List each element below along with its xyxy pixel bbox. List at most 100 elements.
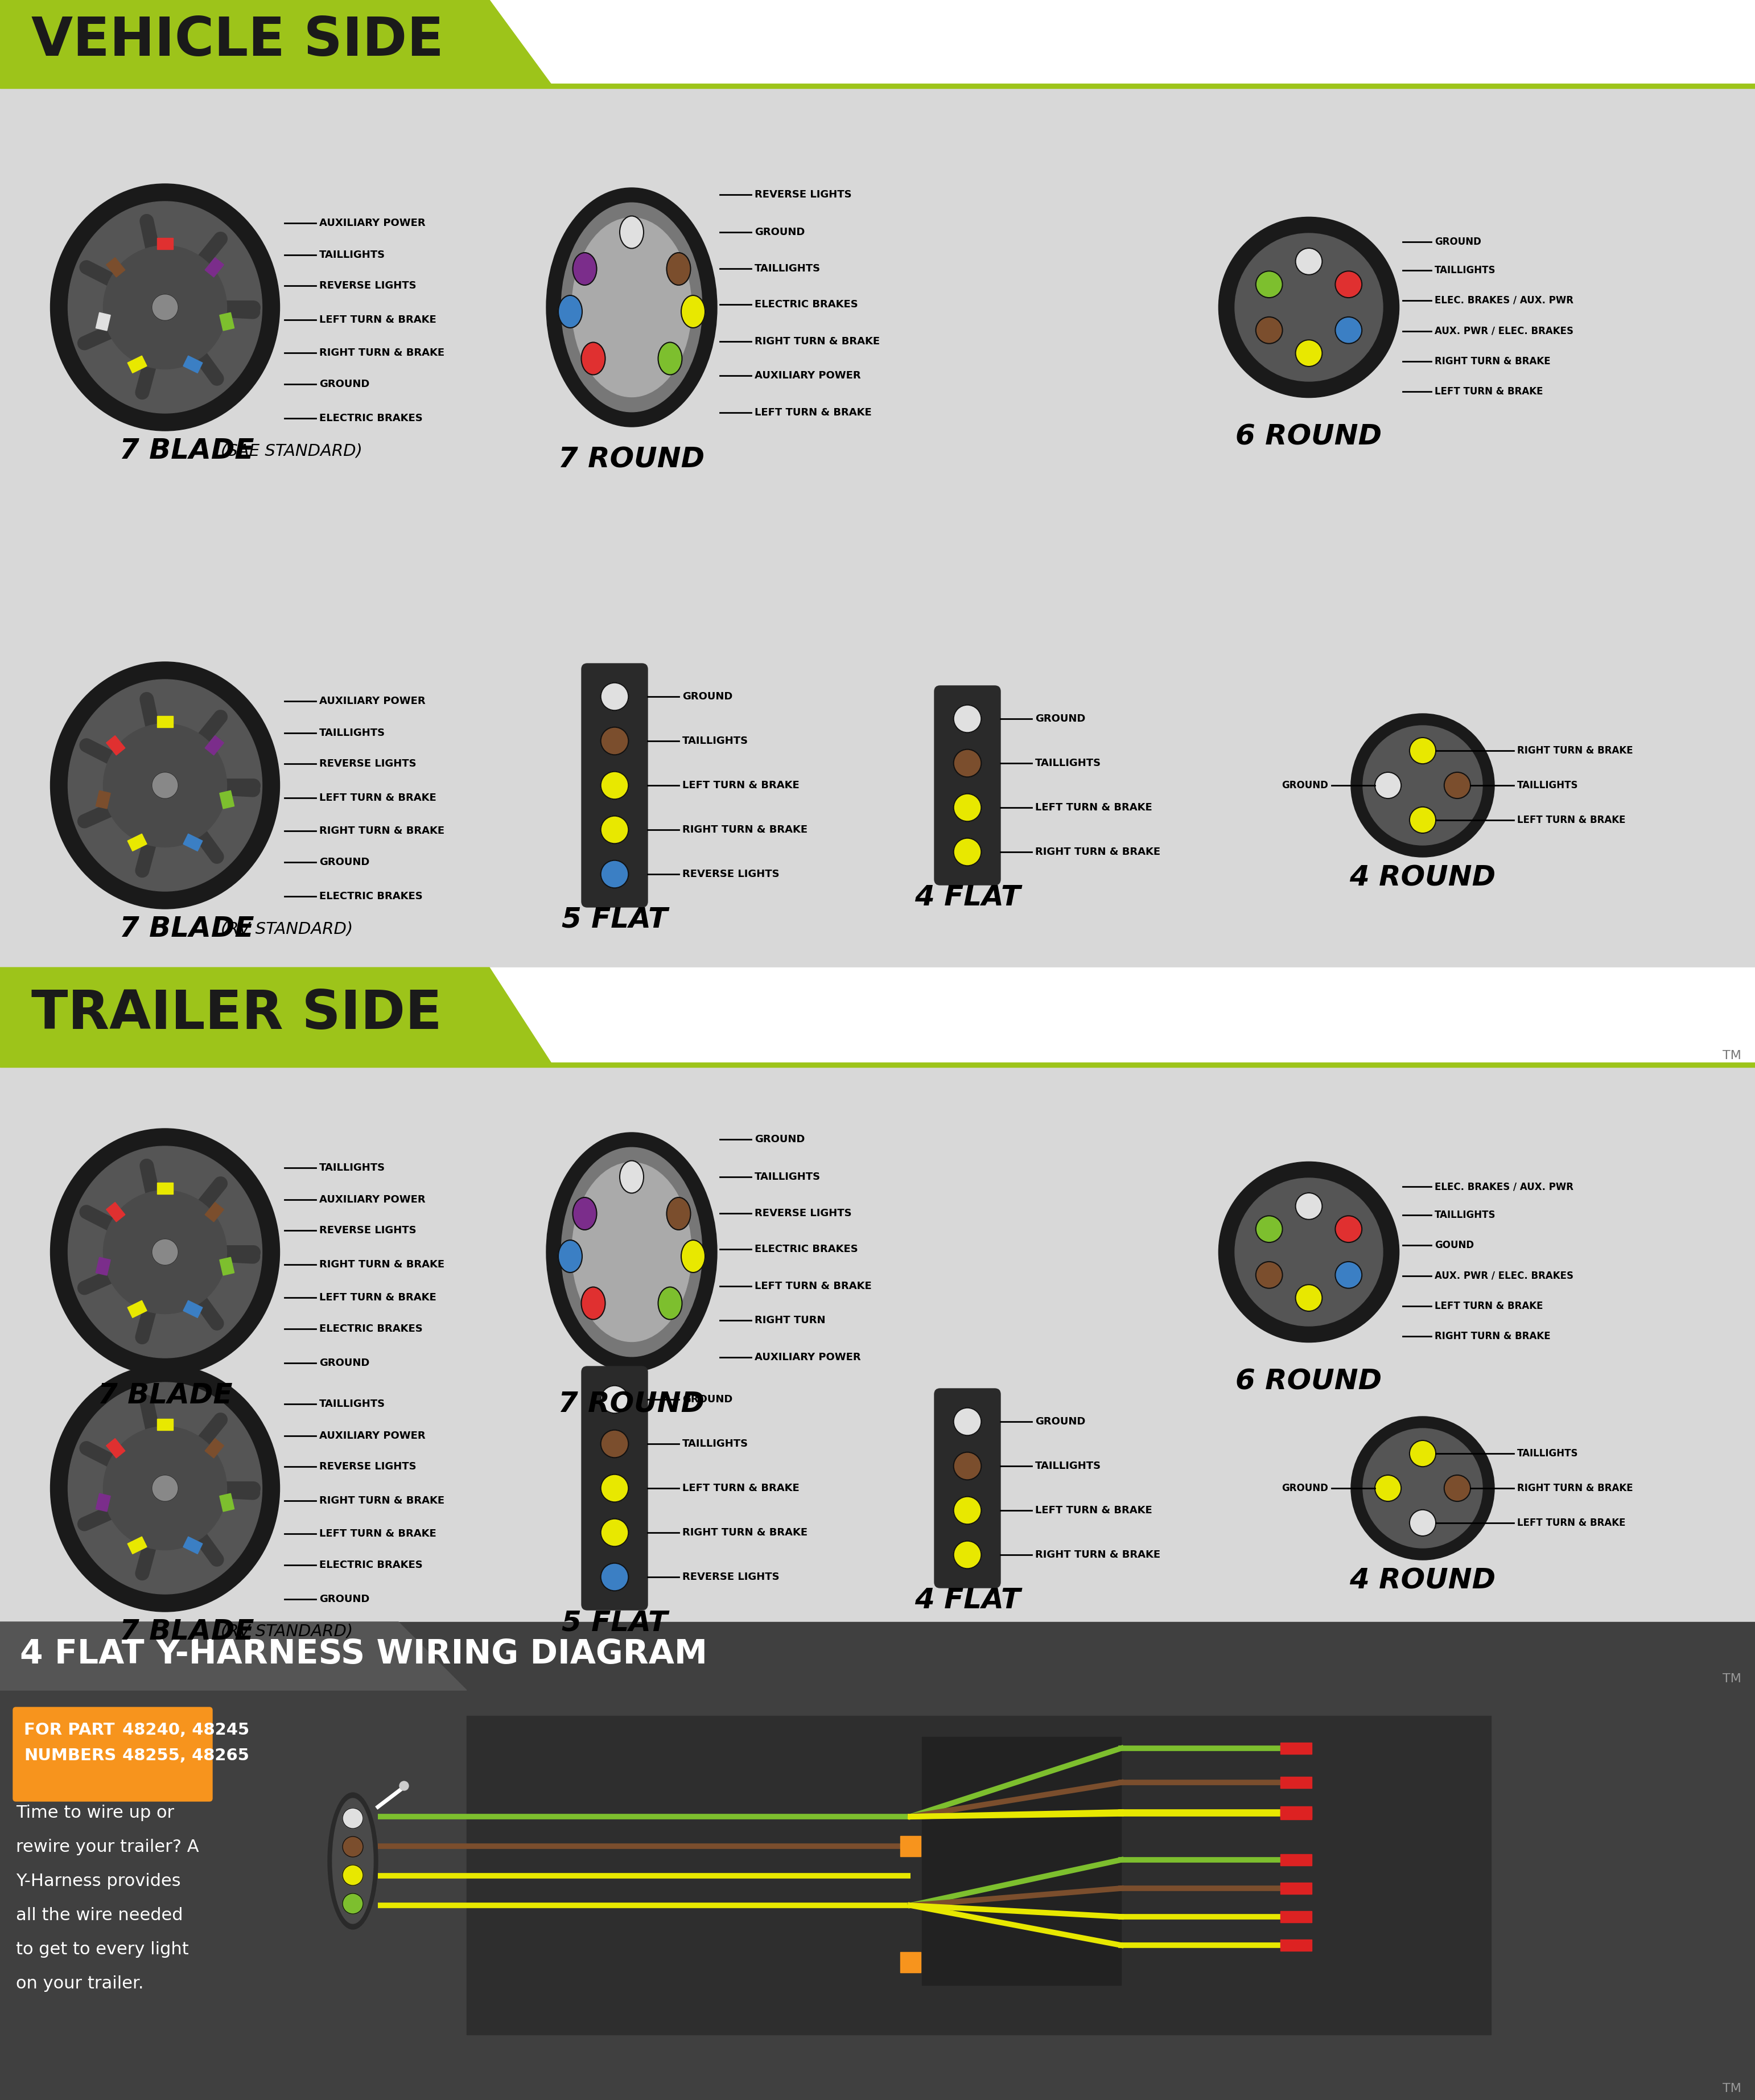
Text: TAILLIGHTS: TAILLIGHTS [1035,1462,1100,1472]
Text: TAILLIGHTS: TAILLIGHTS [755,1172,821,1182]
Bar [1281,1743,1311,1753]
Text: 6 ROUND: 6 ROUND [1236,1367,1381,1394]
Text: ELECTRIC BRAKES: ELECTRIC BRAKES [319,414,423,424]
Bar [183,1537,202,1554]
Text: REVERSE LIGHTS: REVERSE LIGHTS [755,1208,851,1218]
Bar [1281,1806,1311,1819]
Text: AUXILIARY POWER: AUXILIARY POWER [755,1352,860,1363]
Ellipse shape [667,252,690,286]
Text: RIGHT TURN & BRAKE: RIGHT TURN & BRAKE [683,1527,807,1537]
Circle shape [600,727,628,754]
Text: 6 ROUND: 6 ROUND [1236,424,1381,451]
Text: LEFT TURN & BRAKE: LEFT TURN & BRAKE [1516,815,1625,825]
Text: LEFT TURN & BRAKE: LEFT TURN & BRAKE [1035,802,1153,813]
Text: GROUND: GROUND [683,1394,732,1405]
Text: LEFT TURN & BRAKE: LEFT TURN & BRAKE [319,794,437,802]
Bar [107,1203,125,1222]
Text: ELEC. BRAKES / AUX. PWR: ELEC. BRAKES / AUX. PWR [1434,296,1574,307]
Circle shape [151,773,179,798]
Circle shape [953,750,981,777]
Text: 4 ROUND: 4 ROUND [1350,1567,1495,1594]
Text: GROUND: GROUND [1281,1483,1329,1493]
Bar [900,1835,921,1856]
Circle shape [1374,773,1400,798]
Circle shape [600,682,628,710]
Text: ELECTRIC BRAKES: ELECTRIC BRAKES [755,1243,858,1254]
Circle shape [600,1518,628,1546]
Text: on your trailer.: on your trailer. [16,1976,144,1991]
Text: LEFT TURN & BRAKE: LEFT TURN & BRAKE [1516,1518,1625,1529]
Text: 4 FLAT Y-HARNESS WIRING DIAGRAM: 4 FLAT Y-HARNESS WIRING DIAGRAM [19,1638,707,1672]
Text: 4 FLAT: 4 FLAT [914,1588,1020,1615]
Ellipse shape [581,1287,605,1319]
Text: RIGHT TURN & BRAKE: RIGHT TURN & BRAKE [1434,1331,1550,1342]
Circle shape [1374,1474,1400,1502]
Text: TAILLIGHTS: TAILLIGHTS [319,1399,386,1409]
Bar [183,834,202,850]
Circle shape [953,794,981,821]
Circle shape [953,1541,981,1569]
Bar [156,716,174,727]
Text: ELECTRIC BRAKES: ELECTRIC BRAKES [319,890,423,901]
Ellipse shape [104,724,226,846]
Text: ELEC. BRAKES / AUX. PWR: ELEC. BRAKES / AUX. PWR [1434,1182,1574,1191]
Text: ELECTRIC BRAKES: ELECTRIC BRAKES [755,300,858,309]
Text: AUX. PWR / ELEC. BRAKES: AUX. PWR / ELEC. BRAKES [1434,326,1574,336]
Ellipse shape [51,185,279,430]
Text: ELECTRIC BRAKES: ELECTRIC BRAKES [319,1560,423,1571]
Polygon shape [0,0,553,86]
Circle shape [1236,233,1383,382]
Ellipse shape [104,1191,226,1315]
Text: 7 BLADE: 7 BLADE [98,1382,232,1409]
Circle shape [1336,1216,1362,1243]
Circle shape [600,1430,628,1457]
Circle shape [1336,317,1362,344]
Text: RIGHT TURN & BRAKE: RIGHT TURN & BRAKE [319,1495,444,1506]
Circle shape [1409,806,1436,834]
Circle shape [953,1497,981,1525]
Ellipse shape [51,1128,279,1376]
Circle shape [953,1407,981,1436]
Bar [205,735,225,756]
Text: TM: TM [1723,2083,1741,2094]
Ellipse shape [581,342,605,374]
Circle shape [1409,737,1436,764]
Text: GROUND: GROUND [755,1134,806,1144]
Bar [128,834,147,850]
Ellipse shape [658,342,683,374]
Bar [0,84,1755,88]
Text: TAILLIGHTS: TAILLIGHTS [1516,1449,1578,1459]
Text: AUXILIARY POWER: AUXILIARY POWER [319,1195,425,1205]
Ellipse shape [658,1287,683,1319]
Ellipse shape [562,204,702,412]
Text: (SAE STANDARD): (SAE STANDARD) [221,443,363,458]
Text: TAILLIGHTS: TAILLIGHTS [1035,758,1100,769]
Text: TAILLIGHTS: TAILLIGHTS [319,729,386,737]
Circle shape [600,1562,628,1592]
Circle shape [1444,1474,1471,1502]
Bar [219,790,233,808]
Circle shape [1409,1441,1436,1466]
Polygon shape [0,968,553,1065]
Bar [467,1716,1492,2035]
Ellipse shape [68,1382,261,1594]
Bar [97,790,111,808]
Circle shape [1295,1193,1322,1220]
Text: LEFT TURN & BRAKE: LEFT TURN & BRAKE [1434,1302,1543,1310]
Bar [219,1258,233,1275]
Circle shape [600,861,628,888]
Text: Time to wire up or: Time to wire up or [16,1804,174,1821]
Text: FOR PART: FOR PART [25,1722,114,1739]
Text: RIGHT TURN: RIGHT TURN [755,1315,825,1325]
Bar [107,1438,125,1457]
Circle shape [953,838,981,865]
Text: RIGHT TURN & BRAKE: RIGHT TURN & BRAKE [755,336,879,346]
Text: LEFT TURN & BRAKE: LEFT TURN & BRAKE [683,781,799,790]
Circle shape [1218,216,1399,397]
Text: AUXILIARY POWER: AUXILIARY POWER [319,695,425,706]
Circle shape [953,706,981,733]
Bar [205,1203,225,1222]
Bar [1281,1940,1311,1951]
Text: TAILLIGHTS: TAILLIGHTS [1434,265,1495,275]
Text: REVERSE LIGHTS: REVERSE LIGHTS [319,758,416,769]
